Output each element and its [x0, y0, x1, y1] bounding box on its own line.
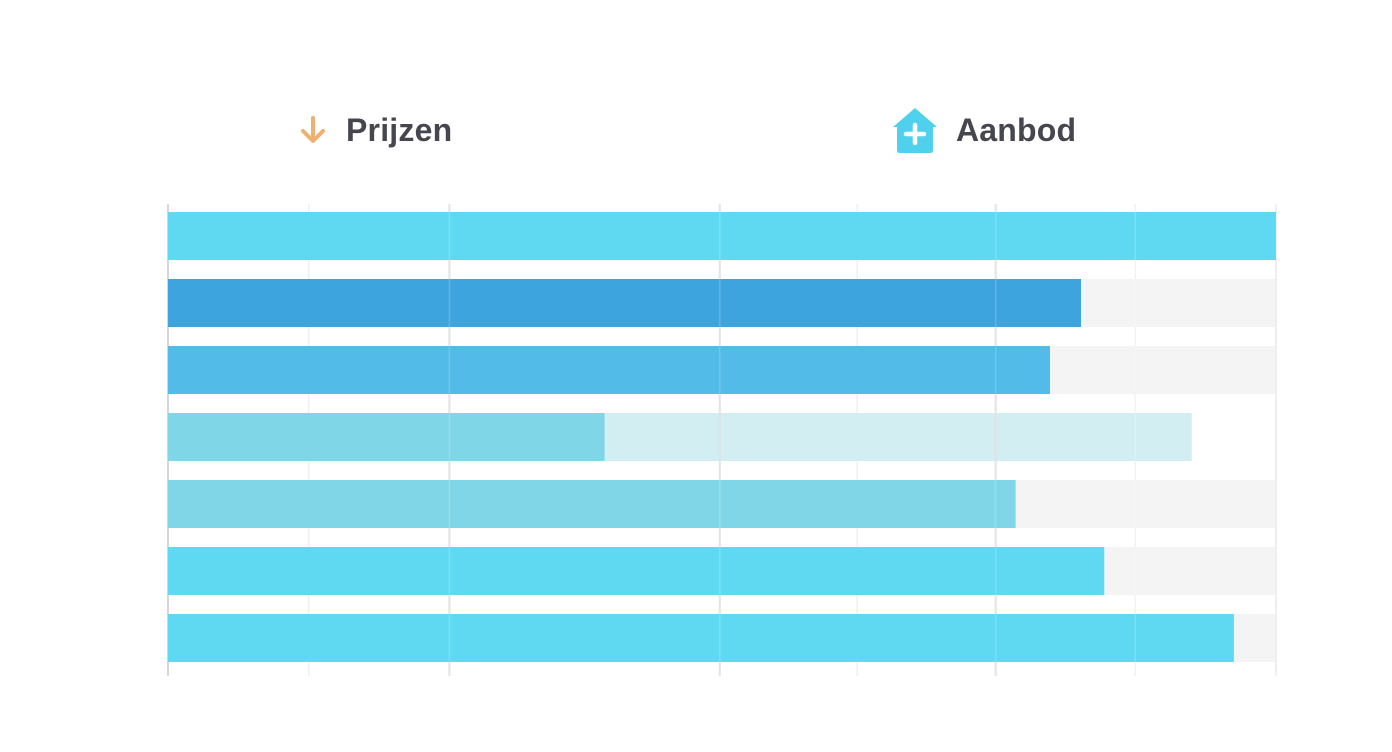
bar	[168, 346, 1050, 394]
bar	[168, 279, 1081, 327]
bar	[168, 547, 1105, 595]
bar	[168, 413, 605, 461]
legend-prices-label: Prijzen	[346, 111, 453, 148]
arrow-down-icon	[296, 113, 330, 147]
legend-prices: Prijzen	[296, 104, 452, 156]
legend-supply: Aanbod	[890, 104, 1076, 156]
bar	[168, 212, 1276, 260]
legend-supply-label: Aanbod	[956, 111, 1077, 148]
house-plus-icon	[890, 105, 940, 155]
bar	[168, 614, 1234, 662]
bar	[168, 480, 1016, 528]
